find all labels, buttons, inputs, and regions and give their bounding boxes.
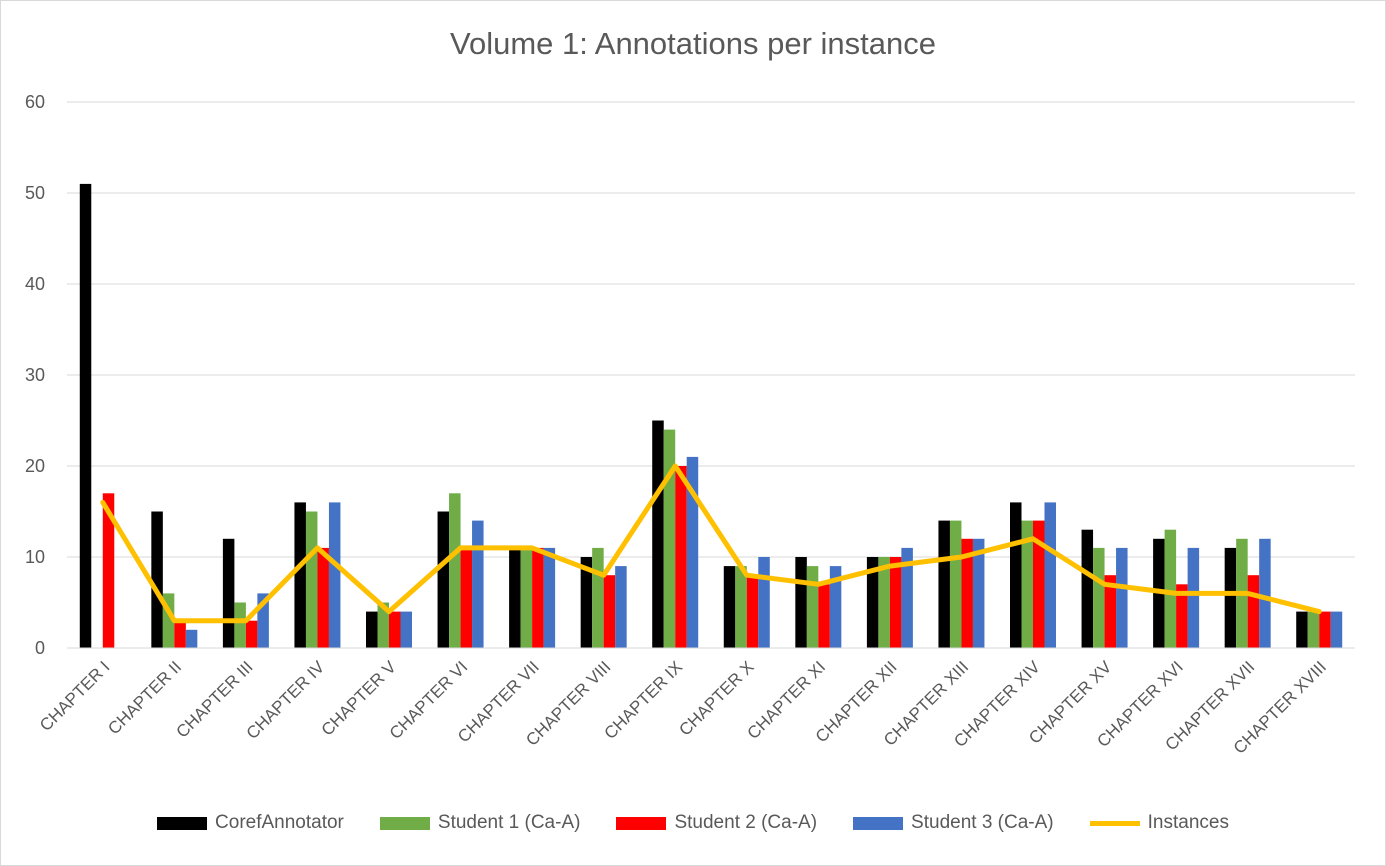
bar-student-2-ca-a bbox=[174, 620, 186, 648]
bar-student-1-ca-a bbox=[878, 557, 890, 648]
bar-corefannotator bbox=[437, 511, 450, 648]
x-tick-label: CHAPTER I bbox=[36, 657, 114, 735]
bar-student-2-ca-a bbox=[675, 466, 687, 648]
bar-student-3-ca-a bbox=[1044, 502, 1056, 648]
legend-label-student-2: Student 2 (Ca-A) bbox=[674, 812, 818, 833]
y-tick-label: 40 bbox=[25, 274, 45, 294]
legend-label-instances: Instances bbox=[1147, 812, 1229, 833]
legend-swatch-corefannotator bbox=[157, 816, 208, 830]
bar-corefannotator bbox=[938, 520, 950, 648]
bar-student-2-ca-a bbox=[1176, 584, 1188, 648]
bar-student-1-ca-a bbox=[592, 547, 604, 648]
bar-student-3-ca-a bbox=[1116, 547, 1128, 648]
bar-student-2-ca-a bbox=[746, 575, 759, 648]
bar-student-2-ca-a bbox=[818, 584, 830, 648]
bar-student-1-ca-a bbox=[949, 520, 962, 648]
legend-item-corefannotator: CorefAnnotator bbox=[157, 812, 344, 834]
bar-student-3-ca-a bbox=[829, 566, 842, 648]
bar-corefannotator bbox=[79, 183, 92, 648]
bar-corefannotator bbox=[866, 557, 879, 648]
bar-student-1-ca-a bbox=[663, 429, 676, 648]
legend-label-corefannotator: CorefAnnotator bbox=[215, 812, 344, 833]
legend-item-instances: Instances bbox=[1089, 812, 1229, 834]
bar-student-3-ca-a bbox=[901, 547, 913, 648]
bar-corefannotator bbox=[222, 538, 235, 648]
bar-student-3-ca-a bbox=[1330, 611, 1343, 648]
bar-corefannotator bbox=[652, 420, 664, 648]
bar-corefannotator bbox=[1081, 529, 1094, 648]
y-tick-label: 10 bbox=[25, 547, 45, 567]
bar-corefannotator bbox=[1224, 547, 1237, 648]
bar-student-1-ca-a bbox=[1021, 520, 1033, 648]
legend-item-student-1: Student 1 (Ca-A) bbox=[379, 812, 581, 834]
bar-student-3-ca-a bbox=[1187, 547, 1200, 648]
bar-corefannotator bbox=[723, 566, 736, 648]
bar-corefannotator bbox=[580, 557, 593, 648]
bar-student-1-ca-a bbox=[305, 511, 318, 648]
bar-student-2-ca-a bbox=[603, 575, 616, 648]
legend-label-student-3: Student 3 (Ca-A) bbox=[911, 812, 1054, 833]
bar-corefannotator bbox=[294, 502, 306, 648]
chart-title: Volume 1: Annotations per instance bbox=[450, 26, 936, 61]
y-tick-label: 0 bbox=[35, 638, 45, 658]
legend-item-student-3: Student 3 (Ca-A) bbox=[853, 812, 1054, 834]
bar-student-1-ca-a bbox=[162, 593, 175, 648]
bar-student-2-ca-a bbox=[245, 620, 258, 648]
legend-label-student-1: Student 1 (Ca-A) bbox=[437, 812, 581, 833]
y-tick-label: 50 bbox=[25, 183, 45, 203]
bar-student-3-ca-a bbox=[328, 502, 341, 648]
bar-student-2-ca-a bbox=[460, 547, 473, 648]
bar-corefannotator bbox=[509, 547, 521, 648]
y-tick-label: 20 bbox=[25, 456, 45, 476]
bar-student-1-ca-a bbox=[806, 566, 819, 648]
bar-student-2-ca-a bbox=[1247, 575, 1260, 648]
bar-corefannotator bbox=[795, 557, 807, 648]
legend-swatch-instances bbox=[1089, 820, 1140, 826]
bar-student-1-ca-a bbox=[377, 602, 389, 648]
bar-student-3-ca-a bbox=[543, 547, 556, 648]
bar-student-2-ca-a bbox=[889, 557, 902, 648]
bar-student-2-ca-a bbox=[961, 538, 973, 648]
bar-student-1-ca-a bbox=[234, 602, 246, 648]
y-tick-label: 30 bbox=[25, 365, 45, 385]
legend: CorefAnnotator Student 1 (Ca-A) Student … bbox=[0, 812, 1386, 834]
x-tick-label: CHAPTER II bbox=[104, 657, 185, 738]
y-tick-label: 60 bbox=[25, 92, 45, 112]
bar-corefannotator bbox=[1010, 502, 1022, 648]
bar-student-2-ca-a bbox=[1319, 611, 1331, 648]
legend-swatch-student-3 bbox=[853, 816, 904, 830]
bar-student-3-ca-a bbox=[257, 593, 269, 648]
bar-student-2-ca-a bbox=[102, 493, 115, 648]
bar-student-1-ca-a bbox=[520, 547, 533, 648]
bar-student-2-ca-a bbox=[1104, 575, 1117, 648]
legend-swatch-student-1 bbox=[379, 816, 430, 830]
legend-swatch-student-2 bbox=[616, 816, 667, 830]
bar-corefannotator bbox=[1296, 611, 1308, 648]
bar-student-3-ca-a bbox=[1259, 538, 1271, 648]
legend-item-student-2: Student 2 (Ca-A) bbox=[616, 812, 817, 834]
bar-student-3-ca-a bbox=[758, 557, 770, 648]
bar-corefannotator bbox=[151, 511, 163, 648]
bar-student-3-ca-a bbox=[615, 566, 627, 648]
bar-student-1-ca-a bbox=[1307, 611, 1320, 648]
bar-student-1-ca-a bbox=[735, 566, 747, 648]
bar-student-3-ca-a bbox=[400, 611, 412, 648]
bar-student-3-ca-a bbox=[686, 456, 699, 648]
bar-student-3-ca-a bbox=[185, 629, 198, 648]
bar-student-2-ca-a bbox=[317, 547, 329, 648]
bar-student-3-ca-a bbox=[972, 538, 985, 648]
bar-student-2-ca-a bbox=[532, 547, 544, 648]
bar-student-3-ca-a bbox=[472, 520, 484, 648]
bar-student-1-ca-a bbox=[449, 493, 461, 648]
bar-corefannotator bbox=[366, 611, 378, 648]
bar-student-1-ca-a bbox=[1093, 547, 1105, 648]
bar-student-2-ca-a bbox=[389, 611, 401, 648]
bar-student-2-ca-a bbox=[1033, 520, 1045, 648]
bar-student-1-ca-a bbox=[1164, 529, 1177, 648]
line-instances bbox=[100, 463, 1322, 624]
